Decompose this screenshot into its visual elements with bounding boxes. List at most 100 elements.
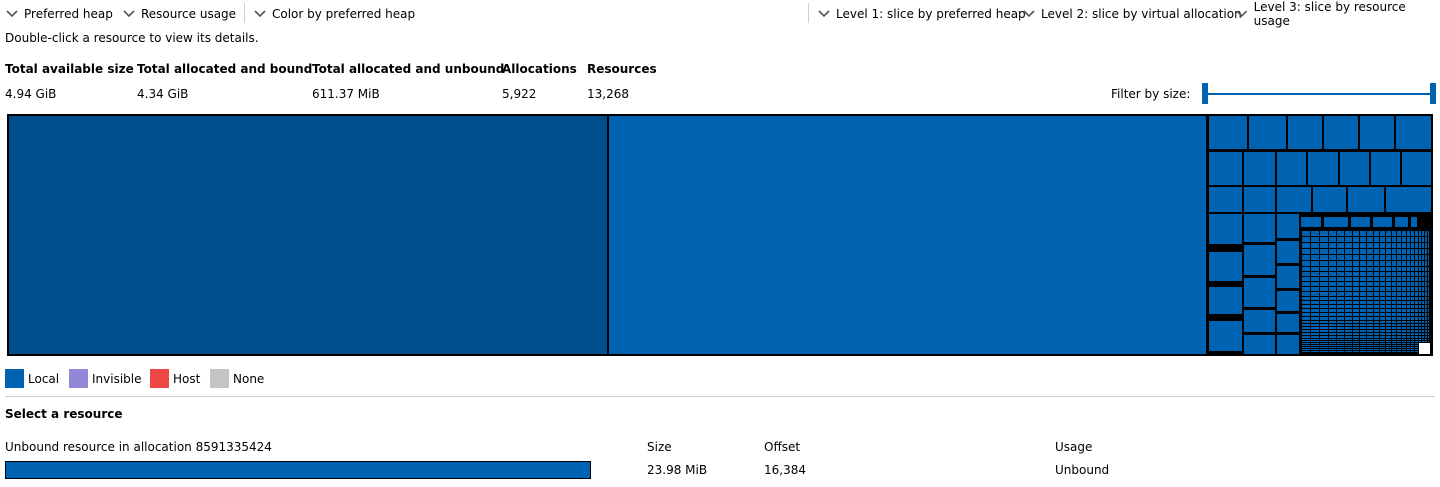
treemap-cell[interactable] (1397, 327, 1401, 329)
treemap-cell[interactable] (1380, 349, 1385, 350)
treemap-cell[interactable] (1397, 343, 1401, 344)
treemap-cell[interactable] (1419, 272, 1421, 276)
treemap-cell[interactable] (1386, 237, 1391, 242)
treemap-cell[interactable] (1402, 321, 1406, 323)
treemap-cell[interactable] (1337, 249, 1344, 254)
treemap-cell[interactable] (1311, 249, 1319, 254)
treemap-cell[interactable] (1397, 321, 1401, 323)
treemap-cell[interactable] (1360, 349, 1366, 350)
treemap-cell[interactable] (1415, 339, 1418, 340)
treemap-cell[interactable] (1380, 309, 1385, 312)
treemap-cell[interactable] (1428, 330, 1429, 332)
treemap-cell[interactable] (1353, 317, 1359, 320)
treemap-cell[interactable] (1422, 277, 1424, 281)
treemap-cell[interactable] (1422, 339, 1424, 340)
treemap-cell[interactable] (1360, 317, 1366, 320)
treemap-cell[interactable] (1392, 309, 1396, 312)
treemap-cell[interactable] (1425, 341, 1427, 342)
treemap-cell[interactable] (1419, 317, 1421, 320)
treemap-cell[interactable] (1425, 249, 1427, 254)
treemap-cell[interactable] (1411, 347, 1414, 348)
treemap-cell[interactable] (1407, 261, 1410, 266)
treemap-cell[interactable] (1415, 301, 1418, 304)
treemap-cell[interactable] (1337, 345, 1344, 346)
treemap-cell[interactable] (1367, 267, 1373, 271)
treemap-cell[interactable] (1386, 297, 1391, 300)
treemap-cell[interactable] (1320, 272, 1328, 276)
treemap-cell[interactable] (1311, 343, 1319, 344)
treemap-cell[interactable] (1345, 305, 1352, 308)
treemap-cell[interactable] (1360, 243, 1366, 248)
treemap-cell[interactable] (1360, 277, 1366, 281)
treemap-cell[interactable] (1411, 345, 1414, 346)
treemap-cell[interactable] (1353, 349, 1359, 350)
treemap-cell[interactable] (1392, 277, 1396, 281)
treemap-cell[interactable] (1392, 324, 1396, 326)
treemap-cell[interactable] (1386, 349, 1391, 350)
treemap-cell[interactable] (1386, 336, 1391, 338)
treemap-cell[interactable] (1397, 237, 1401, 242)
treemap-cell[interactable] (1302, 272, 1310, 276)
treemap-cell[interactable] (1367, 301, 1373, 304)
treemap-cell[interactable] (1320, 261, 1328, 266)
treemap-cell[interactable] (1337, 330, 1344, 332)
treemap-cell[interactable] (1320, 317, 1328, 320)
treemap-cell[interactable] (1374, 267, 1379, 271)
treemap-cell[interactable] (1320, 305, 1328, 308)
treemap-cell[interactable] (1425, 243, 1427, 248)
treemap-cell[interactable] (1329, 341, 1336, 342)
treemap-cell[interactable] (1311, 243, 1319, 248)
treemap-cell[interactable] (1301, 217, 1321, 227)
treemap-cell[interactable] (1415, 341, 1418, 342)
treemap-cell[interactable] (1302, 330, 1310, 332)
treemap-cell[interactable] (1302, 345, 1310, 346)
treemap-cell[interactable] (1407, 301, 1410, 304)
treemap-cell[interactable] (1302, 237, 1310, 242)
treemap-cell[interactable] (1425, 327, 1427, 329)
treemap-cell[interactable] (1329, 345, 1336, 346)
treemap-cell[interactable] (1311, 301, 1319, 304)
treemap-cell[interactable] (1415, 345, 1418, 346)
treemap-cell[interactable] (1411, 317, 1414, 320)
treemap-cell[interactable] (1329, 305, 1336, 308)
treemap-cell[interactable] (1374, 321, 1379, 323)
treemap-cell[interactable] (1345, 309, 1352, 312)
treemap-cell[interactable] (1329, 272, 1336, 276)
treemap-cell[interactable] (1428, 267, 1429, 271)
treemap-cell[interactable] (1337, 339, 1344, 340)
treemap-cell[interactable] (1380, 249, 1385, 254)
treemap-cell[interactable] (1353, 309, 1359, 312)
treemap-cell[interactable] (1249, 116, 1286, 149)
treemap-cell[interactable] (1320, 237, 1328, 242)
treemap-cell[interactable] (1397, 231, 1401, 236)
treemap-cell[interactable] (1311, 255, 1319, 260)
treemap-cell[interactable] (1311, 282, 1319, 286)
treemap-cell[interactable] (1380, 317, 1385, 320)
treemap-cell[interactable] (1380, 341, 1385, 342)
treemap-cell[interactable] (1353, 330, 1359, 332)
treemap-cell[interactable] (1422, 297, 1424, 300)
treemap-cell[interactable] (1329, 349, 1336, 350)
treemap-cell[interactable] (1329, 321, 1336, 323)
treemap-cell[interactable] (1367, 309, 1373, 312)
treemap-cell[interactable] (1419, 282, 1421, 286)
treemap-cell[interactable] (1428, 292, 1429, 296)
treemap-cell[interactable] (1360, 297, 1366, 300)
treemap-cell[interactable] (1324, 217, 1348, 227)
treemap-cell[interactable] (1397, 330, 1401, 332)
treemap-cell[interactable] (1411, 339, 1414, 340)
level1-slice-dropdown[interactable]: Level 1: slice by preferred heap (818, 4, 1026, 24)
treemap-cell[interactable] (1302, 297, 1310, 300)
treemap-cell[interactable] (1397, 336, 1401, 338)
treemap-cell[interactable] (1397, 255, 1401, 260)
treemap-cell[interactable] (1302, 287, 1310, 291)
treemap-cell[interactable] (1428, 327, 1429, 329)
treemap-cell[interactable] (1402, 305, 1406, 308)
treemap-cell[interactable] (1396, 116, 1431, 149)
treemap-cell[interactable] (1311, 292, 1319, 296)
treemap-cell[interactable] (1386, 339, 1391, 340)
treemap-cell[interactable] (1311, 347, 1319, 348)
treemap-cell[interactable] (1392, 345, 1396, 346)
treemap-cell[interactable] (1402, 261, 1406, 266)
treemap-cell[interactable] (1329, 351, 1336, 352)
